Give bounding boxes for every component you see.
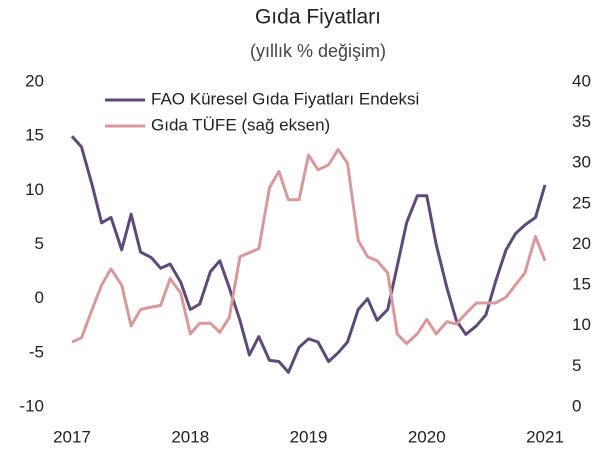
y2-tick-label: 10 [572, 315, 591, 334]
x-tick-label: 2017 [53, 427, 91, 446]
y2-tick-label: 40 [572, 71, 591, 90]
x-tick-label: 2021 [526, 427, 564, 446]
y-tick-label: 10 [25, 180, 44, 199]
chart-subtitle: (yıllık % değişim) [250, 41, 386, 61]
y2-tick-label: 5 [572, 356, 581, 375]
series-line [70, 135, 547, 374]
y2-tick-label: 30 [572, 153, 591, 172]
y2-tick-label: 25 [572, 193, 591, 212]
y-tick-label: 0 [35, 288, 44, 307]
x-tick-label: 2019 [290, 427, 328, 446]
legend-label: Gıda TÜFE (sağ eksen) [151, 115, 330, 134]
y-tick-label: 15 [25, 126, 44, 145]
y-tick-label: 20 [25, 71, 44, 90]
y-tick-label: -10 [19, 396, 44, 415]
x-tick-label: 2018 [171, 427, 209, 446]
y2-tick-label: 15 [572, 275, 591, 294]
series-line [71, 147, 547, 346]
x-tick-label: 2020 [408, 427, 446, 446]
y-tick-label: 5 [35, 234, 44, 253]
legend-label: FAO Küresel Gıda Fiyatları Endeksi [151, 89, 419, 108]
y2-tick-label: 0 [572, 396, 581, 415]
y2-tick-label: 35 [572, 112, 591, 131]
chart-title: Gıda Fiyatları [255, 6, 381, 29]
y-tick-label: -5 [29, 342, 44, 361]
y2-tick-label: 20 [572, 234, 591, 253]
